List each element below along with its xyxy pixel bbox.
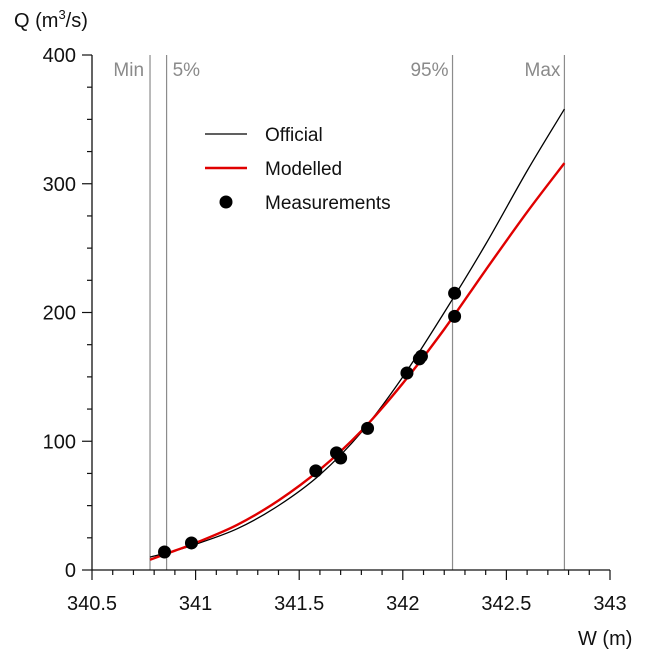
- legend-swatch-measurements: [219, 195, 233, 209]
- y-tick-label: 300: [43, 174, 76, 196]
- legend-label: Modelled: [265, 159, 342, 180]
- axes: 0 100 200 300 400 340.5 341 341.5 342 342.5 343: [43, 45, 627, 615]
- measurement-point: [448, 309, 462, 323]
- x-tick-label: 343: [593, 593, 626, 615]
- y-tick-label: 100: [43, 431, 76, 453]
- reference-line-label: 5%: [173, 60, 201, 81]
- reference-line-label: Min: [113, 60, 144, 81]
- x-tick-label: 341.5: [274, 593, 324, 615]
- y-axis-label: Q (m3/s): [14, 7, 88, 32]
- measurement-point: [448, 286, 462, 300]
- modelled-line: [149, 162, 566, 561]
- reference-line-label: Max: [525, 60, 561, 81]
- reference-line-label: 95%: [410, 60, 448, 81]
- measurement-point: [309, 464, 323, 478]
- x-tick-label: 342: [386, 593, 419, 615]
- y-tick-label: 400: [43, 45, 76, 67]
- legend-label: Official: [265, 125, 323, 146]
- legend: Official Modelled Measurements: [205, 125, 391, 214]
- measurement-point: [400, 366, 414, 380]
- measurement-point: [414, 349, 428, 363]
- x-axis-label: W (m): [578, 628, 632, 650]
- y-tick-label: 200: [43, 303, 76, 325]
- x-tick-label: 341: [179, 593, 212, 615]
- series-layer: [149, 108, 566, 561]
- measurement-point: [334, 451, 348, 465]
- measurement-point: [158, 545, 172, 559]
- measurement-point: [361, 421, 375, 435]
- y-tick-label: 0: [65, 560, 76, 582]
- official-line: [149, 108, 565, 558]
- measurement-point: [184, 536, 198, 550]
- x-tick-label: 340.5: [67, 593, 117, 615]
- reference-lines: Min 5% 95% Max: [113, 55, 566, 570]
- x-tick-label: 342.5: [481, 593, 531, 615]
- legend-label: Measurements: [265, 193, 391, 214]
